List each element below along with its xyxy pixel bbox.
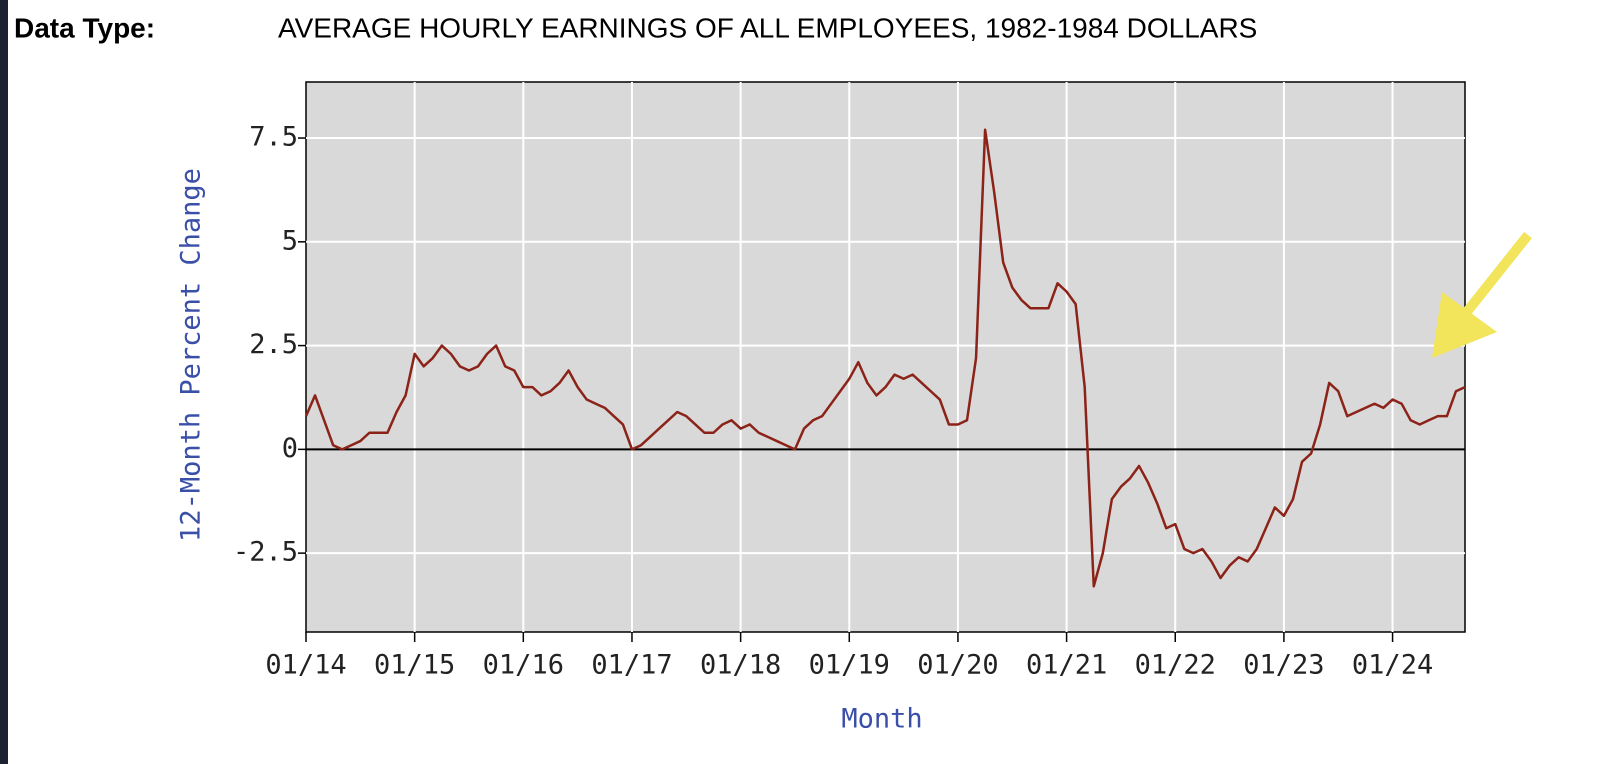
x-tick-label: 01/20 [917, 650, 998, 681]
y-axis-label: 12-Month Percent Change [176, 168, 207, 542]
y-tick-label: 0 [282, 433, 298, 464]
y-tick-label: 2.5 [249, 329, 298, 360]
chart-title: AVERAGE HOURLY EARNINGS OF ALL EMPLOYEES… [278, 12, 1257, 43]
x-tick-label: 01/21 [1026, 650, 1107, 681]
annotation-arrow [1432, 231, 1532, 358]
x-tick-label: 01/18 [700, 650, 781, 681]
x-tick-label: 01/23 [1243, 650, 1324, 681]
plot-layer: 01/14 01/15 01/16 01/17 01/18 01/19 01/20 01/21… [233, 82, 1466, 681]
x-tick-label: 01/15 [374, 650, 455, 681]
arrow-shaft [1458, 231, 1532, 322]
left-edge [0, 0, 8, 764]
y-tick-label: 7.5 [249, 122, 298, 153]
data-line [304, 128, 1466, 588]
x-tick-label: 01/14 [265, 650, 346, 681]
x-tick-label: 01/16 [483, 650, 564, 681]
plot-area [305, 81, 1466, 633]
x-tick-label: 01/17 [591, 650, 672, 681]
header-label: Data Type: [14, 12, 155, 43]
y-tick-label: -2.5 [233, 537, 298, 568]
x-axis-label: Month [841, 704, 922, 735]
x-tick-label: 01/19 [809, 650, 890, 681]
x-tick-label: 01/24 [1352, 650, 1433, 681]
y-tick-label: 5 [282, 225, 298, 256]
x-tick-label: 01/22 [1135, 650, 1216, 681]
arrow-head [1432, 292, 1497, 358]
